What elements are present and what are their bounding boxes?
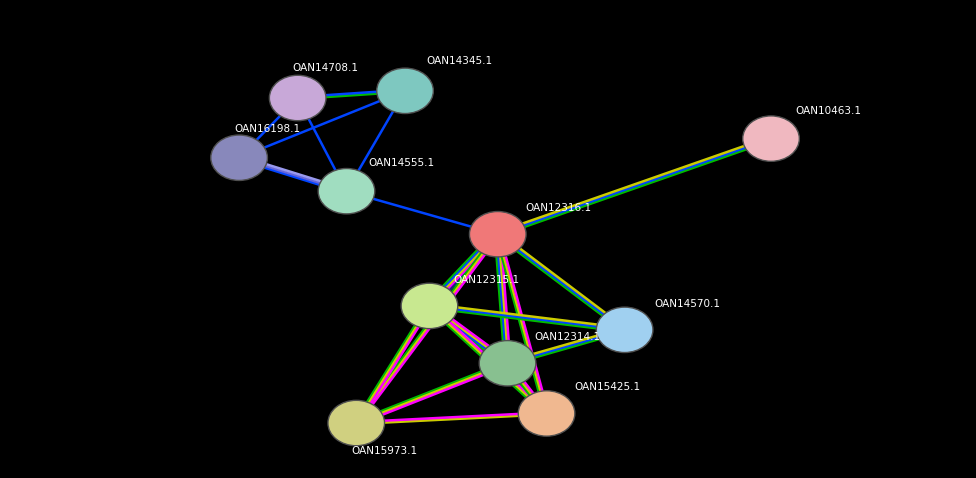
- Ellipse shape: [469, 211, 526, 257]
- Text: OAN14345.1: OAN14345.1: [427, 56, 493, 66]
- Ellipse shape: [518, 391, 575, 436]
- Ellipse shape: [318, 169, 375, 214]
- Ellipse shape: [328, 401, 385, 445]
- Text: OAN12314.1: OAN12314.1: [535, 332, 601, 342]
- Ellipse shape: [743, 116, 799, 162]
- Ellipse shape: [401, 283, 458, 329]
- Text: OAN16198.1: OAN16198.1: [234, 124, 301, 134]
- Text: OAN12315.1: OAN12315.1: [454, 275, 520, 284]
- Ellipse shape: [269, 76, 326, 121]
- Text: OAN14570.1: OAN14570.1: [654, 299, 720, 308]
- Text: OAN10463.1: OAN10463.1: [795, 106, 862, 116]
- Ellipse shape: [211, 135, 267, 181]
- Ellipse shape: [479, 340, 536, 386]
- Text: OAN14708.1: OAN14708.1: [293, 64, 359, 73]
- Ellipse shape: [596, 307, 653, 353]
- Ellipse shape: [377, 68, 433, 114]
- Text: OAN15425.1: OAN15425.1: [574, 382, 640, 392]
- Text: OAN12316.1: OAN12316.1: [525, 203, 591, 213]
- Text: OAN15973.1: OAN15973.1: [351, 446, 418, 456]
- Text: OAN14555.1: OAN14555.1: [368, 158, 434, 167]
